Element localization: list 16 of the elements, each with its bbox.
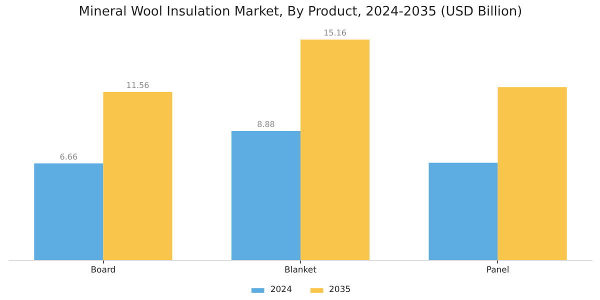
legend-label: 2024 <box>270 285 292 295</box>
data-label: 11.56 <box>126 81 150 90</box>
chart-title: Mineral Wool Insulation Market, By Product, 2024-2035 (USD Billion) <box>78 4 522 20</box>
bar <box>103 92 172 260</box>
legend-label: 2035 <box>329 285 351 295</box>
bar <box>34 163 104 260</box>
x-tick-label: Blanket <box>284 265 318 276</box>
bar <box>300 40 370 260</box>
bar <box>231 131 300 260</box>
x-tick-label: Panel <box>486 265 510 276</box>
bar <box>428 162 498 260</box>
bar <box>498 87 567 260</box>
data-label: 8.88 <box>257 120 275 130</box>
x-tick-label: Board <box>90 265 116 276</box>
data-label: 15.16 <box>324 28 346 38</box>
data-label: 6.66 <box>60 152 78 162</box>
